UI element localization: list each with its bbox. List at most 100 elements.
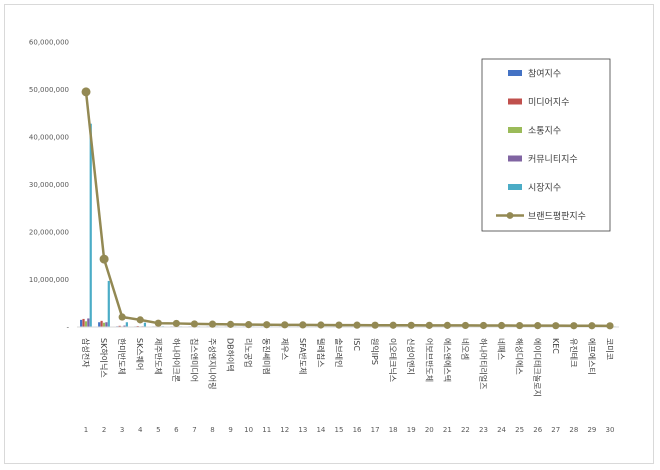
line-point [191, 320, 198, 327]
y-tick-label: 10,000,000 [29, 276, 69, 284]
x-rank-label: 18 [389, 426, 398, 434]
x-rank-label: 3 [120, 426, 124, 434]
x-rank-label: 8 [210, 426, 214, 434]
x-category-label: 제주반도체 [153, 338, 163, 375]
legend-swatch-시장지수 [508, 184, 522, 190]
y-tick-label: 40,000,000 [29, 134, 69, 142]
line-point [299, 321, 306, 328]
line-point [227, 321, 234, 328]
x-category-label: 텔레칩스 [316, 338, 325, 367]
x-category-label: 네패스 [497, 338, 507, 360]
line-point [462, 322, 469, 329]
x-category-label: 삼성전자 [81, 338, 91, 368]
x-category-label: SK스퀘어 [135, 338, 145, 370]
line-point [119, 313, 126, 320]
legend-swatch-소통지수 [508, 127, 522, 133]
x-rank-label: 13 [298, 426, 307, 434]
bar-참여지수 [98, 322, 100, 327]
x-axis: 삼성전자 1 SK하이닉스 2 한미반도체 3 SK스퀘어 4 제주반도체 5 하나마이크론 6 칩스앤… [77, 327, 619, 434]
x-category-label: 해성디에스 [515, 338, 525, 375]
line-point [155, 320, 162, 327]
bar-시장지수 [108, 281, 110, 327]
x-rank-label: 14 [316, 426, 325, 434]
bar-소통지수 [85, 321, 87, 327]
legend-label: 시장지수 [528, 183, 561, 194]
x-rank-label: 21 [443, 426, 452, 434]
y-tick-label: 30,000,000 [29, 181, 69, 189]
legend-label: 참여지수 [528, 68, 561, 80]
line-point [100, 255, 109, 264]
bar-소통지수 [103, 323, 105, 327]
line-point [263, 321, 270, 328]
x-rank-label: 23 [479, 426, 488, 434]
x-rank-label: 29 [587, 426, 596, 434]
bar-참여지수 [80, 320, 82, 327]
x-category-label: 칩스앤미디어 [189, 338, 199, 382]
x-category-label: 에프에스티 [587, 338, 596, 375]
bar-시장지수 [126, 322, 128, 327]
legend-swatch-참여지수 [508, 70, 522, 76]
x-category-label: 한미반도체 [117, 338, 127, 375]
line-point [372, 322, 379, 329]
x-category-label: 동진쎄미켐 [262, 338, 272, 375]
line-point [353, 322, 360, 329]
x-rank-label: 22 [461, 426, 470, 434]
x-rank-label: 4 [138, 426, 143, 434]
y-tick-label: - [66, 324, 69, 332]
bar-시장지수 [144, 323, 146, 327]
x-rank-label: 15 [335, 426, 344, 434]
line-point [137, 316, 144, 323]
bar-미디어지수 [82, 319, 84, 327]
line-point [570, 322, 577, 329]
x-rank-label: 17 [371, 426, 380, 434]
line-point [480, 322, 487, 329]
x-rank-label: 24 [497, 426, 506, 434]
line-point [426, 322, 433, 329]
chart-frame: - 10,000,000 20,000,000 30,000,000 40,000,00… [4, 4, 654, 464]
line-point [588, 322, 595, 329]
x-category-label: 에이디테크놀로지 [533, 338, 543, 397]
x-category-label: 어보브반도체 [424, 338, 434, 382]
x-rank-label: 20 [425, 426, 434, 434]
line-point [317, 321, 324, 328]
x-category-label: 제우스 [280, 338, 289, 360]
x-category-label: 하나마이크론 [171, 338, 181, 382]
x-category-label: 원익IPS [370, 338, 380, 365]
x-category-label: ISC [352, 338, 361, 351]
y-tick-label: 60,000,000 [29, 39, 69, 47]
line-point [498, 322, 505, 329]
x-category-label: 리노공업 [244, 338, 253, 367]
legend-label: 커뮤니티지수 [528, 154, 578, 165]
x-category-label: DB하이텍 [226, 338, 236, 372]
x-rank-label: 25 [515, 426, 524, 434]
line-point [408, 322, 415, 329]
x-category-label: SK하이닉스 [99, 338, 109, 378]
x-rank-label: 27 [551, 426, 560, 434]
x-category-label: 이오테크닉스 [388, 338, 398, 382]
x-rank-label: 1 [84, 426, 88, 434]
x-category-label: SFA반도체 [298, 338, 308, 375]
legend-label: 미디어지수 [528, 97, 569, 108]
bar-커뮤니티지수 [87, 318, 89, 327]
x-category-label: 유진테크 [569, 338, 579, 367]
x-rank-label: 2 [102, 426, 106, 434]
line-point [552, 322, 559, 329]
x-rank-label: 19 [407, 426, 416, 434]
line-point [390, 322, 397, 329]
bar-시장지수 [90, 124, 92, 327]
x-category-label: 에스앤에스텍 [442, 338, 452, 382]
line-point [534, 322, 541, 329]
x-category-label: 코미코 [605, 338, 614, 360]
legend-swatch-커뮤니티지수 [508, 156, 522, 162]
legend-box [482, 59, 610, 231]
x-rank-label: 10 [244, 426, 253, 434]
x-category-label: 솔브레인 [334, 338, 344, 367]
legend-label: 소통지수 [528, 126, 561, 137]
x-rank-label: 7 [192, 426, 196, 434]
x-rank-label: 5 [156, 426, 160, 434]
y-tick-label: 20,000,000 [29, 229, 69, 237]
x-rank-label: 26 [533, 426, 542, 434]
x-rank-label: 11 [262, 426, 271, 434]
y-axis: - 10,000,000 20,000,000 30,000,000 40,000,00… [29, 39, 70, 332]
legend-label: 브랜드평판지수 [528, 211, 586, 222]
